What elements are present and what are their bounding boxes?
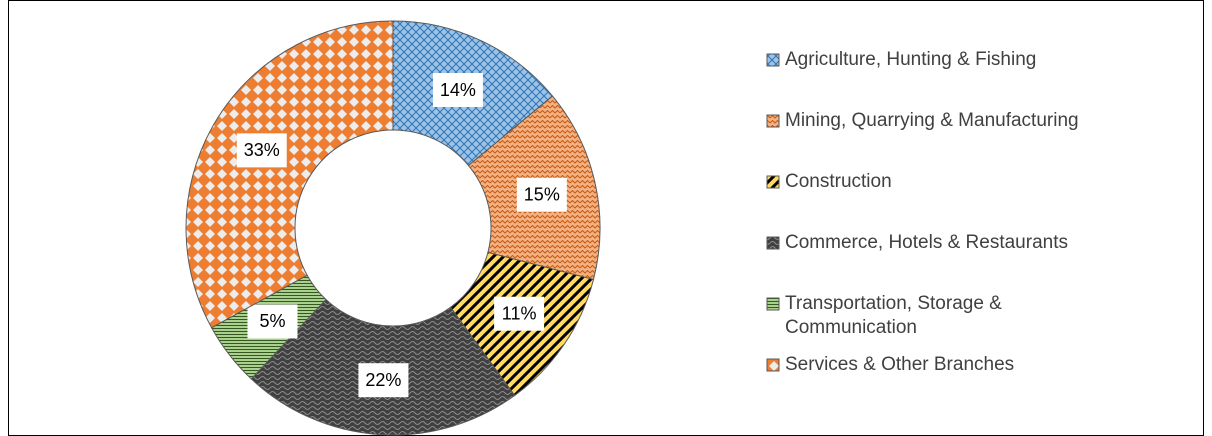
- legend-label: Agriculture, Hunting & Fishing: [785, 49, 1036, 70]
- legend-label: Commerce, Hotels & Restaurants: [785, 232, 1068, 253]
- data-label-box: [516, 177, 567, 212]
- data-label: 11%: [502, 303, 537, 323]
- legend-label: Mining, Quarrying & Manufacturing: [785, 110, 1079, 131]
- legend-swatch: [766, 297, 780, 311]
- data-label: 22%: [365, 370, 401, 390]
- donut-slice: [185, 20, 394, 329]
- legend-label: Services & Other Branches: [785, 354, 1014, 375]
- data-label-box: [494, 296, 545, 331]
- data-label-box: [432, 73, 483, 108]
- legend-swatch: [766, 114, 780, 128]
- data-label-box: [236, 133, 287, 168]
- data-label: 33%: [244, 140, 280, 160]
- data-label: 5%: [259, 311, 285, 331]
- data-label-box: [247, 304, 298, 339]
- legend-swatch: [766, 358, 780, 372]
- data-label: 15%: [524, 184, 560, 204]
- legend-swatch: [766, 175, 780, 189]
- legend-swatch: [766, 53, 780, 67]
- data-label: 14%: [440, 80, 476, 100]
- legend-swatch: [766, 236, 780, 250]
- data-label-box: [358, 363, 409, 398]
- legend-label: Construction: [785, 171, 892, 192]
- legend-label: Transportation, Storage & Communication: [785, 293, 1007, 338]
